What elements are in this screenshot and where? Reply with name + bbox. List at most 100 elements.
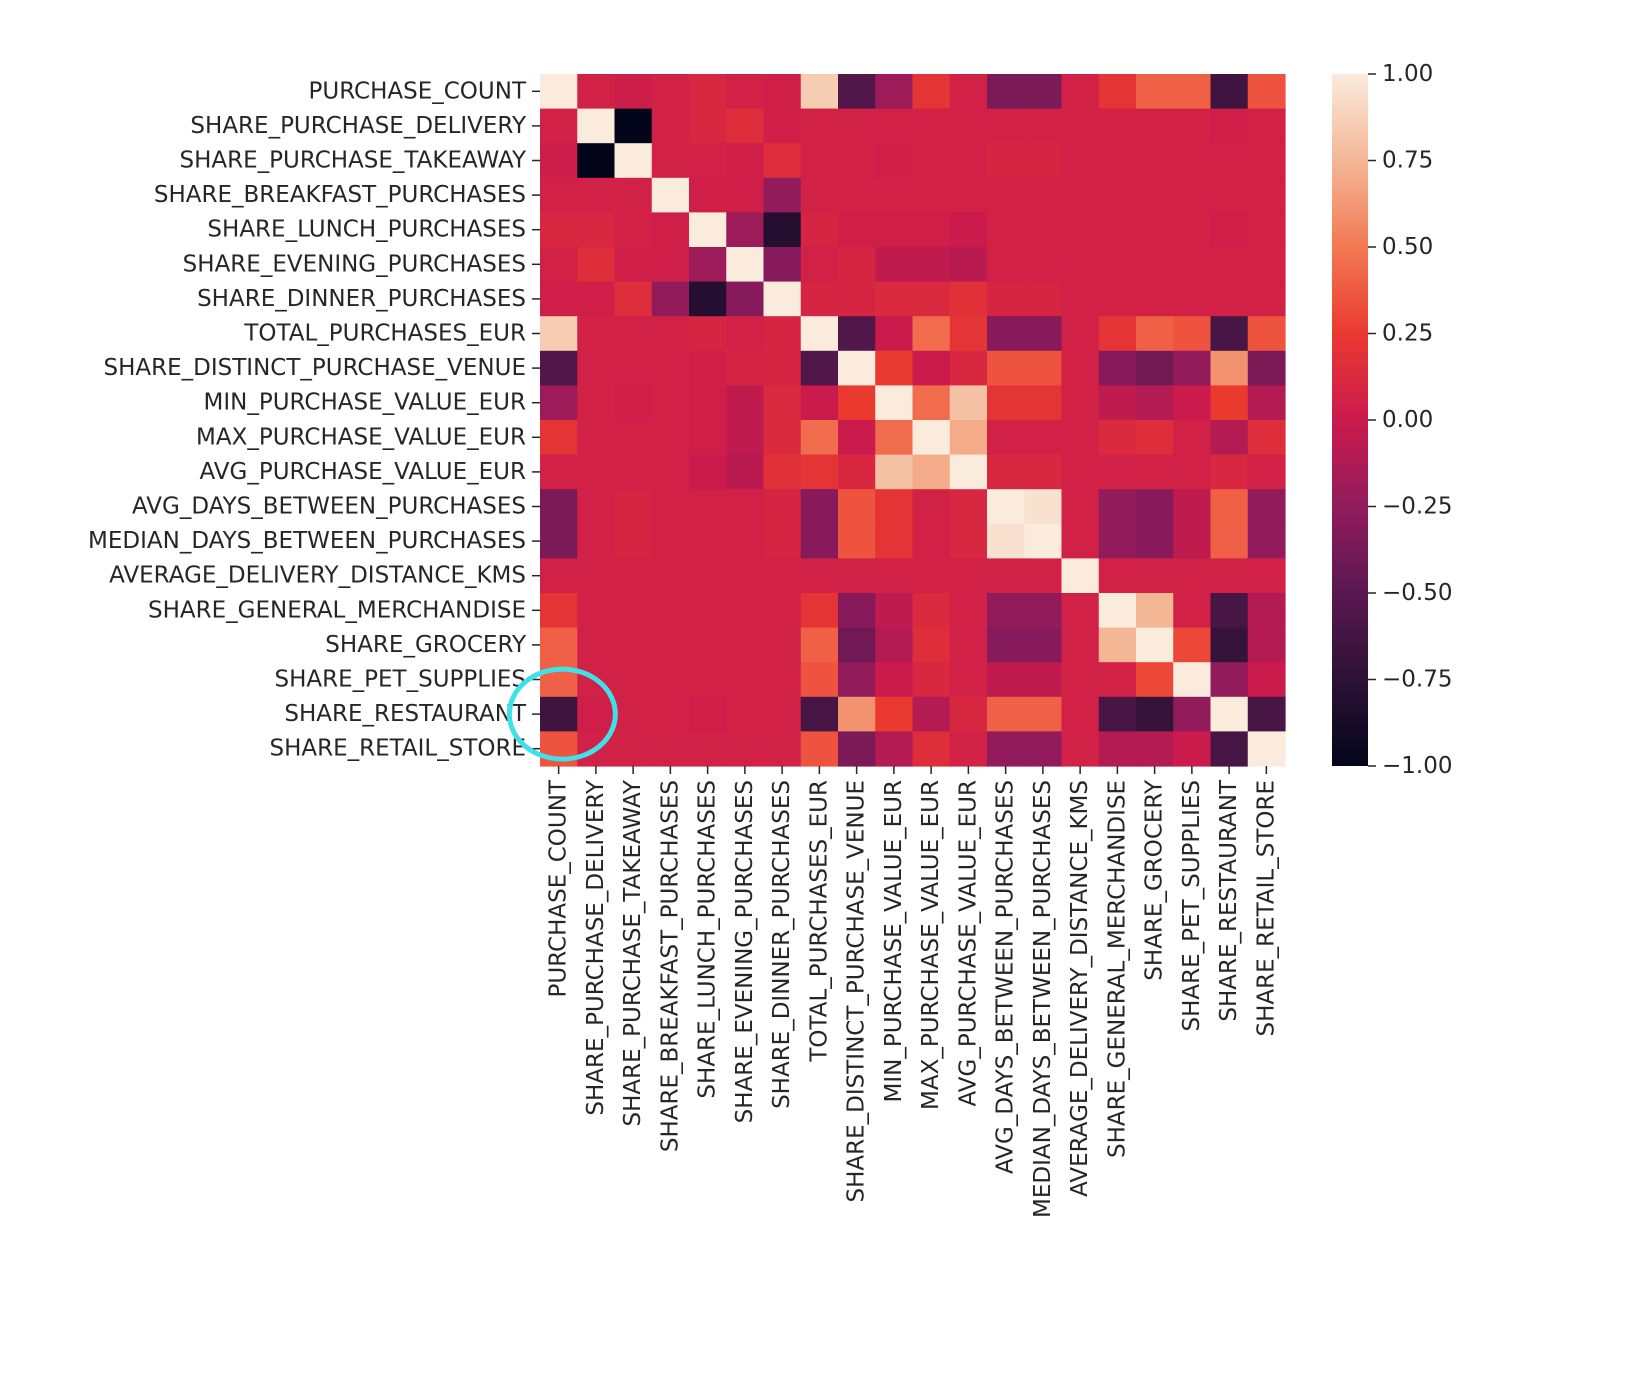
heatmap-cell xyxy=(875,454,914,490)
heatmap-cell xyxy=(1061,247,1100,283)
heatmap-cell xyxy=(577,627,616,663)
x-tick-label: MEDIAN_DAYS_BETWEEN_PURCHASES xyxy=(1030,780,1056,1218)
heatmap-cell xyxy=(875,74,914,110)
heatmap-cell xyxy=(912,316,951,352)
heatmap-cell xyxy=(726,523,765,559)
heatmap-cell xyxy=(651,489,690,525)
heatmap-cell xyxy=(763,108,802,144)
heatmap-cell xyxy=(577,593,616,629)
heatmap-cell xyxy=(1210,489,1249,525)
heatmap-cell xyxy=(1136,247,1174,283)
heatmap-cell xyxy=(1098,662,1137,698)
heatmap-cell xyxy=(912,143,951,179)
heatmap-cell xyxy=(1173,316,1212,352)
heatmap-cell xyxy=(1210,627,1249,663)
heatmap-cell xyxy=(1136,662,1174,698)
y-tick-label: SHARE_DINNER_PURCHASES xyxy=(197,286,526,312)
heatmap-cell xyxy=(1136,316,1174,352)
heatmap-cell xyxy=(1098,385,1137,421)
heatmap-cell xyxy=(1210,558,1249,594)
heatmap-cell xyxy=(614,696,653,732)
heatmap-cell xyxy=(726,212,765,248)
heatmap-cell xyxy=(987,454,1025,490)
heatmap-cell xyxy=(614,662,653,698)
heatmap-cell xyxy=(540,143,578,179)
heatmap-cell xyxy=(949,177,988,213)
heatmap-cell xyxy=(1173,350,1212,386)
heatmap-cell xyxy=(540,385,578,421)
heatmap-cell xyxy=(912,350,951,386)
heatmap-cell xyxy=(1024,420,1063,456)
y-tick-label: SHARE_PURCHASE_DELIVERY xyxy=(190,113,527,139)
heatmap-cell xyxy=(1173,385,1212,421)
heatmap-cell xyxy=(875,108,914,144)
heatmap-cell xyxy=(1210,696,1249,732)
heatmap-cell xyxy=(1173,558,1212,594)
heatmap-cell xyxy=(875,523,914,559)
heatmap-cell xyxy=(838,696,876,732)
heatmap-cell xyxy=(875,350,914,386)
heatmap-cells xyxy=(540,74,1286,767)
heatmap-cell xyxy=(614,420,653,456)
heatmap-cell xyxy=(651,108,690,144)
heatmap-cell xyxy=(800,489,839,525)
heatmap-cell xyxy=(726,558,765,594)
y-tick-label: AVERAGE_DELIVERY_DISTANCE_KMS xyxy=(109,563,526,589)
heatmap-cell xyxy=(689,420,727,456)
heatmap-cell xyxy=(1098,593,1137,629)
heatmap-cell xyxy=(949,212,988,248)
heatmap-cell xyxy=(763,523,802,559)
heatmap-cell xyxy=(838,627,876,663)
heatmap-cell xyxy=(1210,177,1249,213)
heatmap-cell xyxy=(689,350,727,386)
heatmap-cell xyxy=(1210,247,1249,283)
colorbar-tick-label: 0.25 xyxy=(1382,321,1433,347)
heatmap-cell xyxy=(651,74,690,110)
heatmap-cell xyxy=(1061,420,1100,456)
heatmap-cell xyxy=(912,247,951,283)
heatmap-cell xyxy=(1024,212,1063,248)
heatmap-cell xyxy=(912,281,951,317)
heatmap-cell xyxy=(875,143,914,179)
heatmap-cell xyxy=(1247,247,1286,283)
heatmap-cell xyxy=(1061,627,1100,663)
heatmap-cell xyxy=(912,454,951,490)
heatmap-cell xyxy=(949,281,988,317)
x-tick-label: SHARE_PURCHASE_DELIVERY xyxy=(583,779,609,1116)
heatmap-cell xyxy=(689,74,727,110)
heatmap-cell xyxy=(689,489,727,525)
x-tick-label: SHARE_LUNCH_PURCHASES xyxy=(695,780,721,1099)
heatmap-cell xyxy=(838,731,876,767)
heatmap-cell xyxy=(614,247,653,283)
heatmap-cell xyxy=(1024,177,1063,213)
heatmap-cell xyxy=(987,696,1025,732)
heatmap-cell xyxy=(763,212,802,248)
heatmap-cell xyxy=(689,247,727,283)
heatmap-cell xyxy=(651,143,690,179)
heatmap-cell xyxy=(1024,316,1063,352)
heatmap-cell xyxy=(1247,350,1286,386)
heatmap-cell xyxy=(651,696,690,732)
heatmap-cell xyxy=(651,662,690,698)
heatmap-cell xyxy=(949,143,988,179)
heatmap-cell xyxy=(1024,696,1063,732)
heatmap-cell xyxy=(651,593,690,629)
heatmap-cell xyxy=(800,696,839,732)
heatmap-cell xyxy=(614,593,653,629)
heatmap-cell xyxy=(949,350,988,386)
heatmap-cell xyxy=(1024,74,1063,110)
heatmap-cell xyxy=(1173,593,1212,629)
heatmap-cell xyxy=(800,662,839,698)
heatmap-cell xyxy=(1247,523,1286,559)
heatmap-cell xyxy=(689,454,727,490)
heatmap-cell xyxy=(875,385,914,421)
heatmap-cell xyxy=(1173,662,1212,698)
colorbar-ticks: 1.00 0.75 0.50 0.25 0.00 −0.25 −0.50 −0.75 −1.00 xyxy=(1368,61,1452,779)
heatmap-cell xyxy=(1136,558,1174,594)
heatmap-cell xyxy=(577,420,616,456)
heatmap-cell xyxy=(540,350,578,386)
heatmap-cell xyxy=(614,74,653,110)
x-tick-label: SHARE_DINNER_PURCHASES xyxy=(769,780,795,1109)
heatmap-cell xyxy=(949,385,988,421)
heatmap-cell xyxy=(726,731,765,767)
